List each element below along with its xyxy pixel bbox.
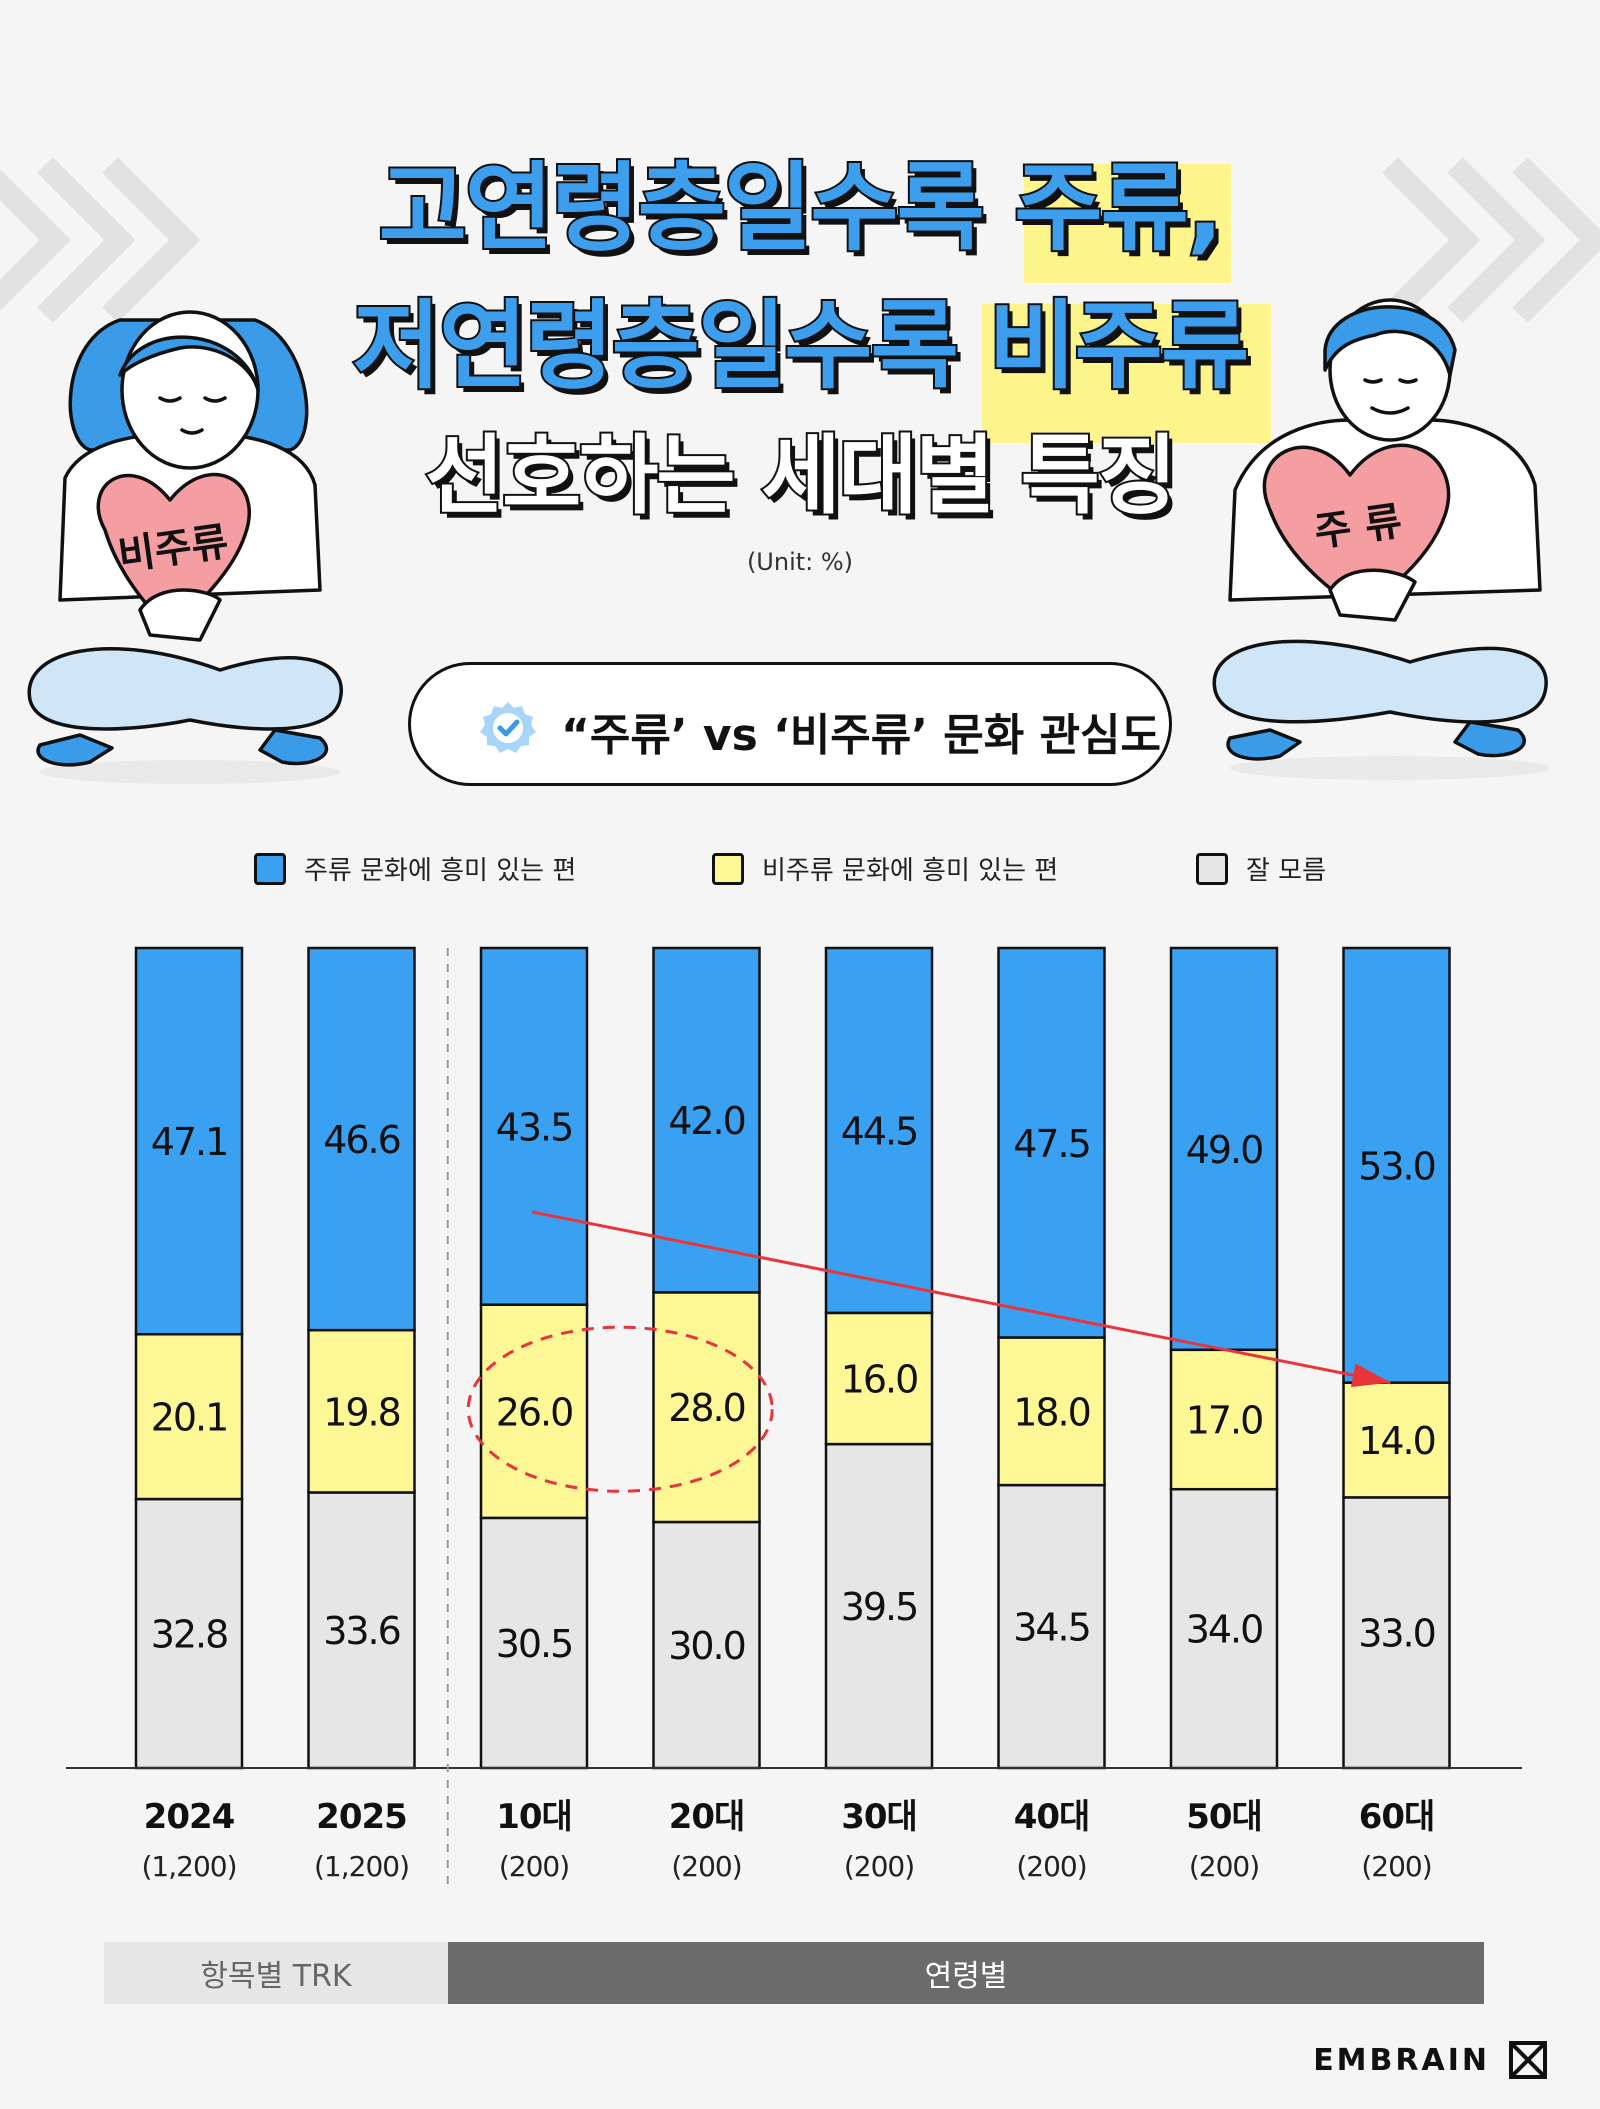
category-label-50대: 50대 <box>1186 1797 1262 1837</box>
data-label-2-2025: 46.6 <box>323 1118 400 1162</box>
embrain-logo: EMBRAIN <box>1313 2040 1548 2080</box>
title-line-2-highlight-wrap: 비주류 <box>982 268 1272 443</box>
data-label-1-40대: 18.0 <box>1013 1390 1090 1434</box>
data-label-2-30대: 44.5 <box>841 1109 918 1153</box>
embrain-logo-icon <box>1509 2041 1547 2079</box>
sample-size-label-50대: (200) <box>1189 1850 1259 1883</box>
title-line-1-highlight-wrap: 주류, <box>1012 130 1232 283</box>
title-line-1: 고연령층일수록 주류, <box>0 130 1600 283</box>
bar-segment-0-10대 <box>479 1516 589 1770</box>
data-label-0-40대: 34.5 <box>1013 1606 1090 1650</box>
legend-label-unknown: 잘 모름 <box>1246 856 1327 886</box>
legend-swatch-non-mainstream <box>712 852 744 885</box>
logo-text: EMBRAIN <box>1313 2042 1490 2078</box>
data-label-2-40대: 47.5 <box>1013 1122 1090 1166</box>
bar-segment-2-2024 <box>134 946 244 1336</box>
group-label-age: 연령별 <box>448 1942 1484 2004</box>
category-label-60대: 60대 <box>1359 1797 1435 1837</box>
group-label-trk: 항목별 TRK <box>104 1942 448 2004</box>
subtitle-pill: “주류’ vs ‘비주류’ 문화 관심도 <box>408 662 1172 786</box>
data-label-2-60대: 53.0 <box>1358 1144 1435 1188</box>
sample-size-label-30대: (200) <box>844 1850 914 1883</box>
stacked-bar-chart: 32.8 20.1 47.1 2024 (1,200) 33.6 19.8 46.6 2025 (… <box>66 946 1522 1888</box>
bar-segment-1-2024 <box>134 1332 244 1501</box>
bar-segment-0-50대 <box>1169 1487 1279 1770</box>
sample-size-label-2025: (1,200) <box>314 1850 409 1883</box>
bar-segment-0-60대 <box>1342 1496 1451 1770</box>
data-label-1-60대: 14.0 <box>1358 1419 1435 1463</box>
bar-segment-1-2025 <box>307 1328 416 1494</box>
bar-segment-0-30대 <box>824 1442 934 1770</box>
bar-segment-0-20대 <box>652 1520 761 1770</box>
category-label-30대: 30대 <box>841 1797 917 1837</box>
data-label-0-2024: 32.8 <box>151 1613 228 1657</box>
sample-size-label-40대: (200) <box>1016 1850 1086 1883</box>
bar-segment-1-40대 <box>997 1336 1106 1487</box>
data-label-0-20대: 30.0 <box>668 1624 745 1668</box>
data-label-2-50대: 49.0 <box>1186 1128 1263 1172</box>
legend-item-mainstream: 주류 문화에 흥미 있는 편 <box>254 850 576 887</box>
legend-item-non-mainstream: 비주류 문화에 흥미 있는 편 <box>712 850 1058 887</box>
title-line-1-part-b: 주류, <box>1012 150 1225 266</box>
trend-arrow-head <box>1350 1363 1391 1387</box>
highlight-ellipse <box>466 1325 774 1493</box>
data-label-1-30대: 16.0 <box>841 1358 918 1402</box>
bar-segment-2-20대 <box>652 946 761 1294</box>
category-label-20대: 20대 <box>669 1797 745 1837</box>
data-label-1-10대: 26.0 <box>496 1390 573 1434</box>
chart-legend: 주류 문화에 흥미 있는 편 비주류 문화에 흥미 있는 편 잘 모름 <box>0 850 1600 890</box>
title-line-2-part-a: 저연령층일수록 <box>351 288 961 404</box>
legend-label-mainstream: 주류 문화에 흥미 있는 편 <box>304 856 577 886</box>
title-line-2-part-b: 비주류 <box>986 288 1251 404</box>
legend-label-non-mainstream: 비주류 문화에 흥미 있는 편 <box>762 856 1059 886</box>
bar-segment-0-2024 <box>134 1497 244 1770</box>
verified-badge-icon <box>480 702 536 753</box>
category-label-10대: 10대 <box>496 1797 572 1837</box>
bar-segment-2-50대 <box>1169 946 1279 1352</box>
sample-size-label-2024: (1,200) <box>141 1850 236 1883</box>
bar-segment-2-40대 <box>997 946 1106 1339</box>
trend-arrow <box>531 1210 1391 1385</box>
chevron-decoration-left <box>0 157 201 323</box>
young-woman-illustration: 비주류 <box>27 310 343 784</box>
older-man-illustration: 주 류 <box>1212 298 1550 780</box>
sample-size-label-60대: (200) <box>1361 1850 1431 1883</box>
sample-size-label-10대: (200) <box>499 1850 569 1883</box>
data-label-1-2024: 20.1 <box>151 1396 228 1440</box>
data-label-0-60대: 33.0 <box>1358 1612 1435 1656</box>
data-label-0-10대: 30.5 <box>496 1622 573 1666</box>
category-label-2025: 2025 <box>316 1797 407 1837</box>
data-label-0-50대: 34.0 <box>1186 1608 1263 1652</box>
title-line-1-part-a: 고연령층일수록 <box>377 150 987 266</box>
unit-label: (Unit: %) <box>746 548 854 576</box>
bar-segment-1-10대 <box>479 1303 589 1520</box>
data-label-0-30대: 39.5 <box>841 1585 918 1629</box>
sample-size-label-20대: (200) <box>671 1850 741 1883</box>
title-line-2: 저연령층일수록 비주류 <box>0 268 1600 443</box>
data-label-2-20대: 42.0 <box>668 1099 745 1143</box>
title-line-3: 선호하는 세대별 특징 <box>423 424 1179 528</box>
legend-item-unknown: 잘 모름 <box>1196 850 1326 887</box>
chevron-decoration-right <box>1382 157 1600 323</box>
bar-segment-2-30대 <box>824 946 934 1315</box>
data-label-0-2025: 33.6 <box>323 1609 400 1653</box>
data-label-1-2025: 19.8 <box>323 1390 400 1434</box>
bar-segment-2-2025 <box>307 946 416 1332</box>
data-label-1-50대: 17.0 <box>1186 1399 1263 1443</box>
data-label-2-2024: 47.1 <box>151 1120 228 1164</box>
legend-swatch-mainstream <box>254 852 286 885</box>
subtitle-text: “주류’ vs ‘비주류’ 문화 관심도 <box>561 710 1162 761</box>
data-label-2-10대: 43.5 <box>496 1105 573 1149</box>
category-label-2024: 2024 <box>144 1797 235 1837</box>
data-label-1-20대: 28.0 <box>668 1386 745 1430</box>
bar-segment-2-10대 <box>479 946 589 1306</box>
bar-segment-2-60대 <box>1342 946 1451 1384</box>
legend-swatch-unknown <box>1196 852 1228 885</box>
category-label-40대: 40대 <box>1014 1797 1090 1837</box>
